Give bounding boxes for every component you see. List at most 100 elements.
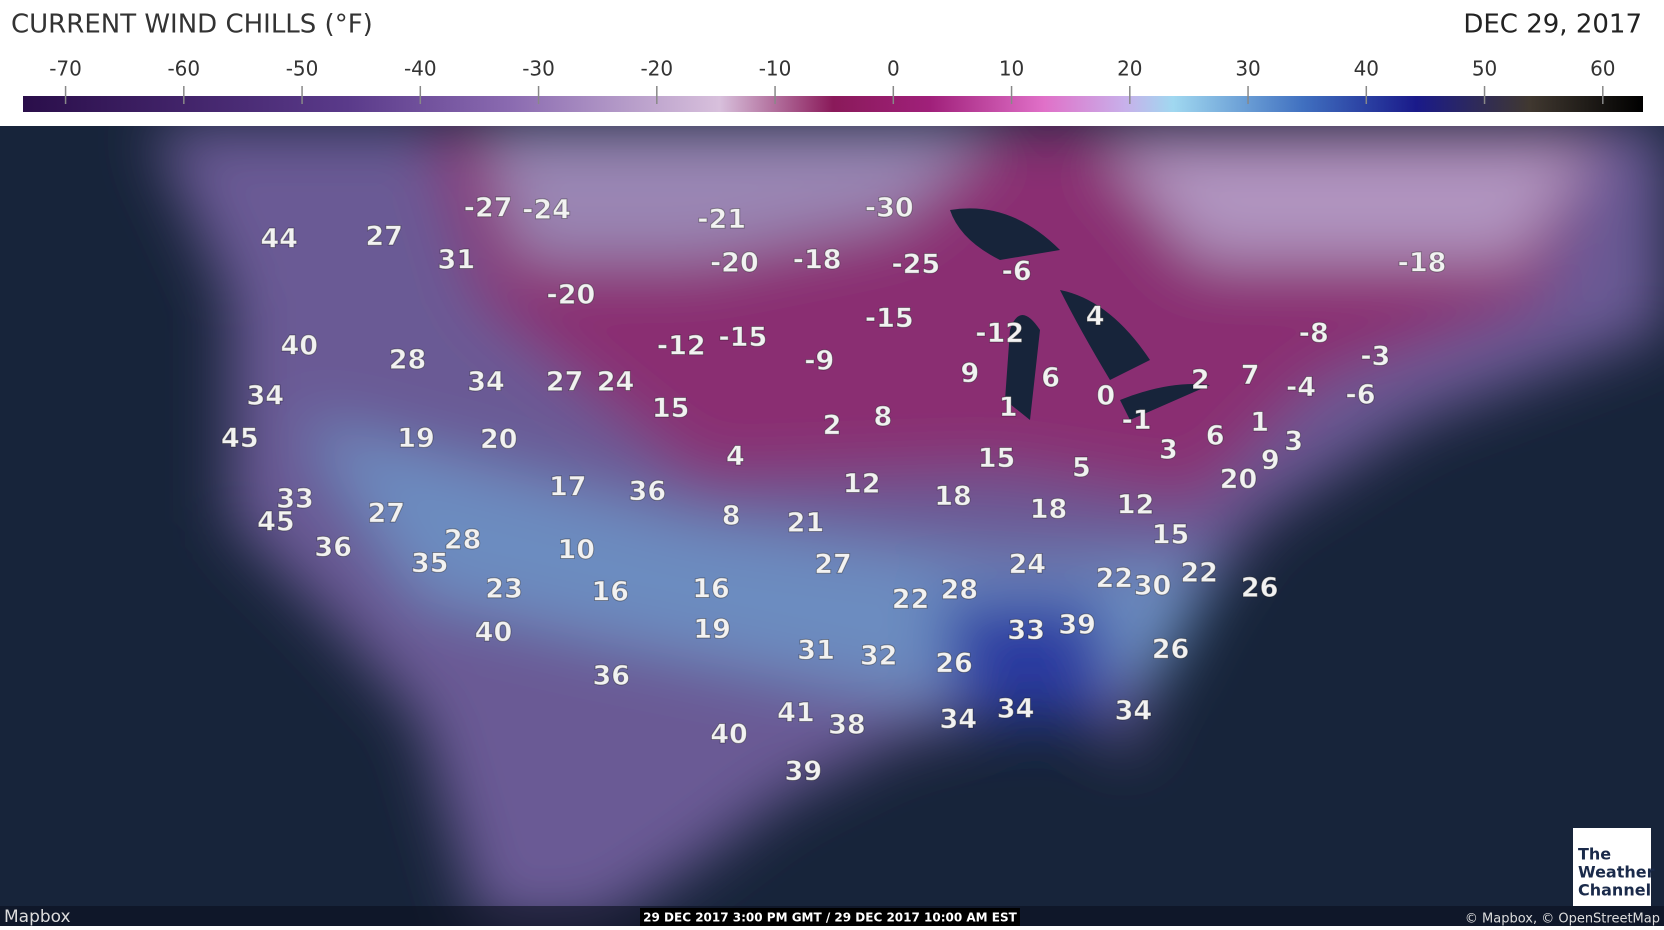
- wind-chill-label: 6: [1041, 362, 1060, 393]
- logo-text: The: [1578, 845, 1611, 864]
- wind-chill-label: -12: [975, 318, 1024, 349]
- logo-text: Channel: [1578, 881, 1651, 900]
- wind-chill-label: 0: [1096, 380, 1115, 411]
- wind-chill-label: 39: [1058, 610, 1096, 641]
- wind-chill-label: 5: [1072, 453, 1091, 484]
- wind-chill-label: 8: [722, 500, 741, 531]
- wind-chill-label: 24: [1008, 549, 1046, 580]
- wind-chill-label: 31: [797, 635, 835, 666]
- wind-chill-label: 19: [693, 614, 731, 645]
- wind-chill-label: 27: [814, 549, 852, 580]
- wind-chill-label: 22: [1180, 558, 1218, 589]
- logo: [1573, 828, 1651, 906]
- wind-chill-label: -12: [657, 331, 706, 362]
- legend-tick-label: 60: [1590, 57, 1615, 81]
- wind-chill-label: -30: [865, 193, 914, 224]
- legend-tick-label: 30: [1235, 57, 1260, 81]
- wind-chill-label: 26: [935, 648, 973, 679]
- wind-chill-label: 32: [860, 640, 898, 671]
- wind-chill-label: 34: [939, 704, 977, 735]
- wind-chill-label: 23: [485, 574, 523, 605]
- wind-chill-label: 17: [549, 472, 587, 503]
- legend-tick-label: 40: [1354, 57, 1379, 81]
- legend-tick-label: 50: [1472, 57, 1497, 81]
- wind-chill-label: -24: [522, 195, 571, 226]
- wind-chill-label: 20: [1220, 464, 1258, 495]
- wind-chill-label: 34: [467, 367, 505, 398]
- wind-chill-label: 2: [823, 410, 842, 441]
- wind-chill-label: 9: [1261, 445, 1280, 476]
- legend-tick-label: -40: [404, 57, 437, 81]
- wind-chill-label: -18: [1398, 248, 1447, 279]
- wind-chill-label: -9: [804, 345, 834, 376]
- timestamp: 29 DEC 2017 3:00 PM GMT / 29 DEC 2017 10…: [643, 911, 1017, 925]
- wind-chill-label: 24: [597, 367, 635, 398]
- wind-chill-label: -6: [1002, 256, 1032, 287]
- wind-chill-label: 27: [546, 367, 584, 398]
- wind-chill-label: -20: [547, 280, 596, 311]
- wind-chill-label: 7: [1241, 360, 1260, 391]
- land: [150, 126, 1664, 926]
- wind-chill-label: 26: [1152, 634, 1190, 665]
- wind-chill-label: 10: [557, 534, 595, 565]
- wind-chill-label: 2: [1191, 364, 1210, 395]
- legend-tick-label: -10: [759, 57, 792, 81]
- credit: © Mapbox, © OpenStreetMap: [1465, 912, 1660, 927]
- wind-chill-label: 18: [1030, 494, 1068, 525]
- wind-chill-label: 12: [843, 468, 881, 499]
- wind-chill-label: 34: [1115, 696, 1153, 727]
- wind-chill-label: 1: [1250, 407, 1269, 438]
- wind-chill-label: 33: [276, 483, 314, 514]
- wind-chill-label: 16: [692, 574, 730, 605]
- wind-chill-label: 26: [1241, 572, 1279, 603]
- wind-chill-label: 28: [444, 525, 482, 556]
- wind-chill-label: 40: [280, 331, 318, 362]
- wind-chill-label: -15: [718, 322, 767, 353]
- wind-chill-label: 3: [1159, 435, 1178, 466]
- wind-chill-label: 4: [726, 441, 745, 472]
- wind-chill-label: 28: [941, 575, 979, 606]
- wind-chill-label: 34: [247, 380, 285, 411]
- wind-chill-label: -8: [1299, 318, 1329, 349]
- wind-chill-label: 19: [397, 423, 435, 454]
- wind-chill-label: 9: [961, 358, 980, 389]
- wind-chill-label: -25: [891, 249, 940, 280]
- wind-chill-label: -21: [697, 204, 746, 235]
- wind-chill-label: 27: [367, 498, 405, 529]
- wind-chill-label: 28: [389, 344, 427, 375]
- wind-chill-label: 3: [1284, 426, 1303, 457]
- wind-chill-label: 15: [978, 443, 1016, 474]
- legend-tick-label: 20: [1117, 57, 1142, 81]
- time-box: [640, 908, 1020, 926]
- wind-chill-label: 20: [480, 424, 518, 455]
- wind-chill-label: -27: [464, 193, 513, 224]
- wind-chill-label: 8: [874, 402, 893, 433]
- wind-chill-label: 36: [314, 532, 352, 563]
- wind-chill-label: 22: [1095, 563, 1133, 594]
- wind-chill-label: 40: [475, 617, 513, 648]
- wind-chill-label: 12: [1117, 490, 1155, 521]
- wind-chill-label: 45: [257, 507, 295, 538]
- wind-chill-label: 4: [1086, 301, 1105, 332]
- wind-chill-label: 40: [710, 719, 748, 750]
- wind-chill-label: 36: [592, 661, 630, 692]
- wind-chill-label: 31: [438, 245, 476, 276]
- mapbox-label: Mapbox: [4, 907, 71, 926]
- wind-chill-label: 15: [1152, 519, 1190, 550]
- wind-chill-label: 6: [1206, 421, 1225, 452]
- wind-chill-label: 36: [629, 476, 667, 507]
- wind-chill-label: -18: [793, 245, 842, 276]
- legend-tick-label: -20: [640, 57, 673, 81]
- wind-chill-label: 30: [1134, 570, 1172, 601]
- wind-chill-label: 27: [365, 221, 403, 252]
- wind-chill-label: 34: [997, 693, 1035, 724]
- wind-chill-label: -20: [710, 248, 759, 279]
- wind-chill-label: 18: [934, 481, 972, 512]
- wind-chill-label: 1: [999, 392, 1018, 423]
- logo-text: Weather: [1578, 863, 1655, 882]
- legend-tick-label: -70: [49, 57, 82, 81]
- wind-chill-label: 35: [411, 548, 449, 579]
- wind-chill-label: 39: [785, 756, 823, 787]
- legend-tick-label: -30: [522, 57, 555, 81]
